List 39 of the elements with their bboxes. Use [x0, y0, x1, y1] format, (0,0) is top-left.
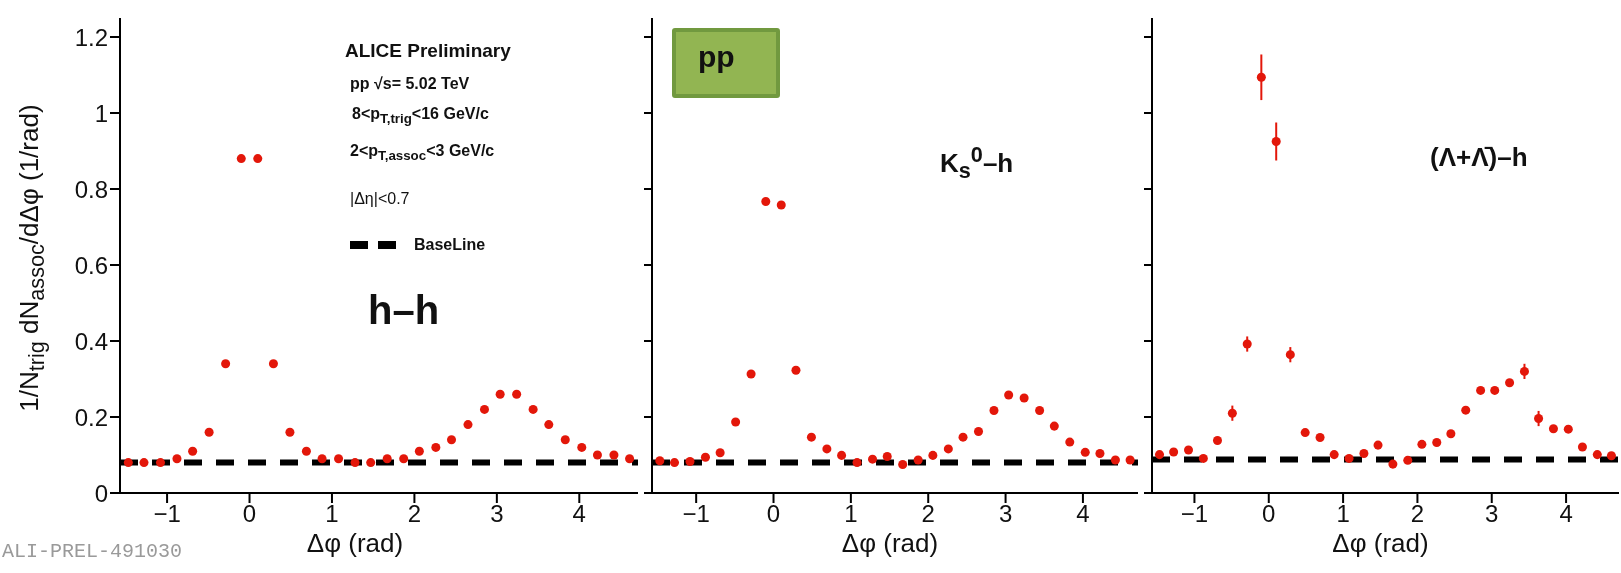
x-tick-label: 3 — [1485, 500, 1499, 528]
annotation: 8<p$_{T,trig}$<16 GeV/c — [352, 105, 489, 127]
legend-label: BaseLine — [414, 236, 486, 254]
x-axis-title: Δφ (rad) — [306, 528, 404, 558]
x-axis-title: Δφ (rad) — [840, 528, 940, 559]
x-tick-label: −1 — [1180, 500, 1209, 528]
annotation: h–h — [368, 288, 440, 333]
x-tick-label: 1 — [844, 500, 858, 528]
annotation: |Δη|<0.7 — [350, 190, 410, 208]
x-tick-label: −1 — [153, 500, 181, 528]
x-tick-label: 4 — [1559, 500, 1573, 528]
x-tick-label: 2 — [1410, 500, 1425, 528]
x-tick-label: −1 — [682, 500, 710, 528]
annotation: (Λ+Λ̄)–h — [1430, 142, 1528, 173]
x-tick-label: 4 — [1076, 500, 1090, 528]
x-tick-label: 4 — [572, 500, 586, 528]
x-tick-label: 0 — [242, 500, 257, 528]
y-tick-label: 0.6 — [74, 251, 108, 279]
y-tick-label: 0.8 — [74, 175, 108, 203]
x-tick-label: 1 — [1336, 500, 1350, 528]
x-tick-label: 0 — [1262, 500, 1276, 528]
annotation: ALICE Preliminary — [345, 40, 511, 62]
x-tick-label: 1 — [325, 500, 339, 528]
annotation: K$_{s}$$^{0}$–h — [940, 142, 1014, 184]
x-tick-label: 2 — [921, 500, 935, 528]
annotation: pp — [672, 28, 780, 98]
x-axis-title: Δφ (rad) — [1331, 528, 1430, 559]
y-tick-label: 0.4 — [74, 327, 108, 355]
x-tick-label: 3 — [998, 500, 1013, 528]
x-tick-label: 2 — [407, 500, 422, 528]
y-tick-label: 0.2 — [74, 403, 108, 431]
text: ALI-PREL-491030 — [2, 540, 183, 563]
y-tick-label: 1 — [94, 99, 108, 127]
y-tick-label: 0 — [94, 479, 108, 507]
x-tick-label: 3 — [490, 500, 504, 528]
annotation: 2<p$_{T,assoc}$<3 GeV/c — [350, 142, 495, 164]
annotation: pp √s= 5.02 TeV — [350, 75, 470, 93]
y-tick-label: 1.2 — [74, 23, 108, 51]
x-tick-label: 0 — [766, 500, 781, 528]
